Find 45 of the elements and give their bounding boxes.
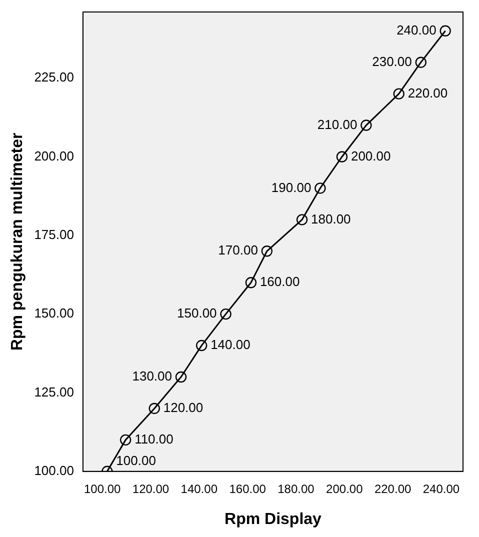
- point: [314, 182, 326, 194]
- y-tick-label: 175.00: [34, 226, 74, 242]
- point: [220, 308, 232, 320]
- data-label: 130.00: [132, 368, 172, 384]
- data-label: 120.00: [163, 400, 204, 416]
- x-tick-label: 160.00: [229, 482, 266, 496]
- point: [440, 25, 451, 36]
- data-label: 190.00: [271, 180, 312, 195]
- point: [196, 340, 208, 352]
- x-tick-label: 220.00: [374, 482, 412, 496]
- data-label: 180.00: [311, 211, 351, 226]
- data-label: 110.00: [134, 432, 174, 447]
- data-label: 160.00: [260, 274, 300, 290]
- x-tick-label: 180.00: [278, 482, 315, 496]
- x-tick-label: 120.00: [132, 482, 170, 496]
- y-tick-label: 125.00: [34, 384, 74, 400]
- y-tick-label: 150.00: [34, 306, 74, 321]
- point: [120, 434, 132, 446]
- point: [336, 151, 348, 162]
- data-label: 140.00: [210, 337, 250, 352]
- point: [296, 214, 308, 226]
- data-label: 100.00: [116, 452, 156, 468]
- point: [393, 88, 404, 100]
- data-label: 170.00: [218, 242, 258, 258]
- data-label: 200.00: [350, 148, 391, 164]
- point: [148, 402, 160, 414]
- y-tick-label: 200.00: [34, 148, 74, 164]
- data-label: 150.00: [177, 306, 217, 321]
- point: [261, 246, 273, 257]
- data-label: 230.00: [372, 54, 412, 69]
- data-label: 220.00: [408, 85, 448, 100]
- point: [245, 277, 257, 288]
- data-label: 210.00: [317, 116, 358, 132]
- data-label: 240.00: [396, 22, 436, 38]
- x-tick-label: 240.00: [422, 482, 460, 496]
- y-axis-title: Rpm pengukuran multimeter: [9, 132, 26, 351]
- x-tick-label: 200.00: [326, 482, 364, 496]
- x-axis-title: Rpm Display: [224, 510, 322, 528]
- y-tick-label: 225.00: [34, 70, 74, 85]
- y-tick-label: 100.00: [34, 462, 74, 478]
- point: [175, 371, 187, 383]
- x-tick-label: 140.00: [180, 482, 218, 496]
- point: [415, 56, 426, 68]
- point: [360, 120, 372, 131]
- x-tick-label: 100.00: [84, 482, 122, 496]
